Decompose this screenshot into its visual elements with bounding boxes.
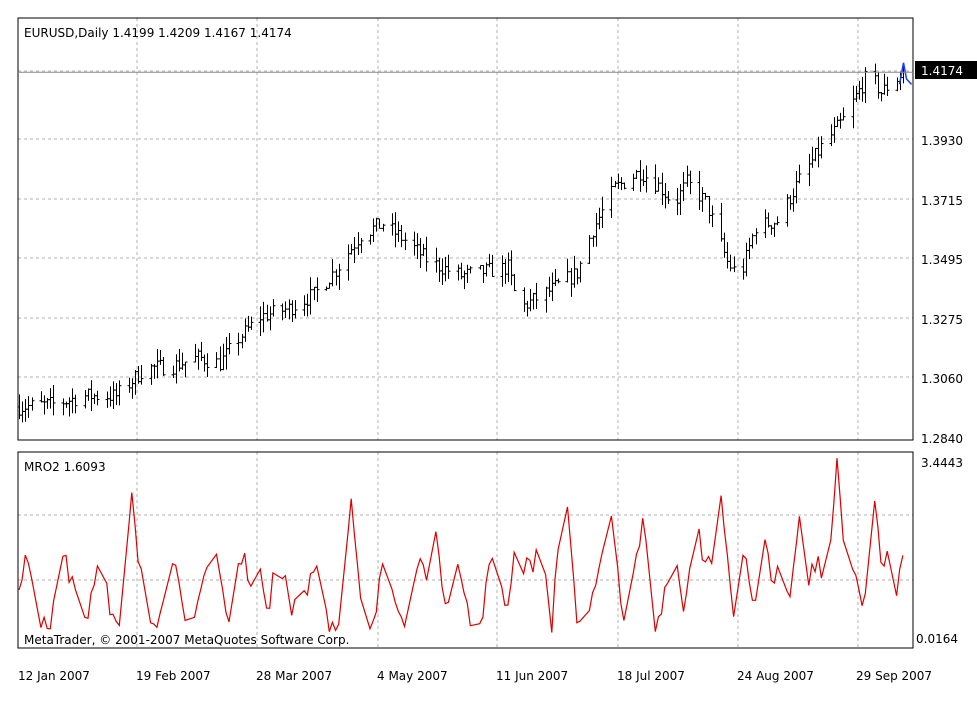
ohlc-bar: [161, 357, 166, 376]
ohlc-bar: [205, 353, 210, 377]
price-bars: [17, 62, 913, 423]
ohlc-bar: [183, 361, 188, 378]
indicator-label: MRO2 1.6093: [24, 460, 106, 474]
time-tick-label: 29 Sep 2007: [856, 669, 932, 683]
ohlc-bar: [95, 390, 100, 406]
price-tick-label: 1.2840: [921, 432, 963, 446]
price-tick-label: 1.3060: [921, 372, 963, 386]
time-tick-label: 4 May 2007: [377, 669, 448, 683]
time-tick-label: 19 Feb 2007: [136, 669, 211, 683]
indicator-series-line: [18, 458, 904, 633]
ohlc-bar: [261, 301, 266, 333]
ohlc-bar: [30, 397, 35, 411]
time-axis: 12 Jan 2007 19 Feb 2007 28 Mar 2007 4 Ma…: [18, 669, 932, 683]
time-tick-label: 11 Jun 2007: [496, 669, 568, 683]
ohlc-bar: [634, 169, 639, 180]
copyright-text: MetaTrader, © 2001-2007 MetaQuotes Softw…: [24, 633, 349, 647]
price-tick-label: 1.3495: [921, 253, 963, 267]
indicator-pane-grid: [17, 452, 913, 648]
ohlc-bar: [754, 228, 759, 245]
ohlc-bar: [117, 380, 122, 406]
ohlc-bar: [512, 273, 517, 292]
price-axis: 1.3930 1.3715 1.3495 1.3275 1.3060 1.284…: [921, 134, 963, 446]
ohlc-bar: [885, 76, 890, 97]
ohlc-bar: [688, 170, 693, 195]
ohlc-bar: [359, 238, 364, 254]
indicator-axis: 3.4443 0.0164: [916, 456, 963, 646]
ohlc-bar: [710, 205, 715, 228]
ohlc-bar: [403, 232, 408, 251]
ohlc-bar: [446, 254, 451, 279]
ohlc-bar: [381, 223, 386, 232]
ohlc-bar: [490, 254, 495, 278]
ohlc-bar: [841, 107, 846, 121]
ohlc-bar: [352, 236, 357, 264]
ohlc-bar: [330, 259, 335, 287]
price-pane-frame: [17, 17, 914, 441]
indicator-tick-label: 0.0164: [916, 632, 958, 646]
ohlc-bar: [534, 282, 539, 310]
time-tick-label: 12 Jan 2007: [18, 669, 90, 683]
indicator-pane-frame: [17, 451, 914, 649]
ohlc-bar: [315, 277, 320, 302]
price-tick-label: 1.3930: [921, 134, 963, 148]
ohlc-bar: [775, 216, 780, 226]
ohlc-bar: [399, 224, 404, 248]
current-price-tag: [915, 61, 977, 79]
ohlc-bar: [587, 235, 592, 264]
ohlc-bar: [214, 352, 219, 368]
current-price-tag-text: 1.4174: [921, 64, 963, 78]
ohlc-bar: [732, 256, 737, 273]
time-tick-label: 18 Jul 2007: [617, 669, 685, 683]
ohlc-bar: [797, 164, 802, 184]
ohlc-bar: [377, 218, 382, 229]
price-tick-label: 1.3715: [921, 194, 963, 208]
ohlc-bar: [283, 301, 288, 319]
ohlc-bar: [227, 332, 232, 355]
time-tick-label: 24 Aug 2007: [737, 669, 814, 683]
ohlc-bar: [337, 263, 342, 290]
price-tick-label: 1.3275: [921, 313, 963, 327]
ohlc-bar: [609, 176, 614, 219]
ohlc-bar: [578, 261, 583, 283]
time-tick-label: 28 Mar 2007: [256, 669, 332, 683]
ohlc-bar: [424, 236, 429, 272]
ohlc-bar: [644, 165, 649, 193]
price-pane-grid: [17, 18, 913, 440]
indicator-line: [18, 458, 904, 633]
ohlc-bar: [73, 394, 78, 414]
ohlc-bar: [600, 196, 605, 228]
ohlc-bar: [468, 266, 473, 274]
ohlc-bar: [666, 190, 671, 205]
ohlc-bar: [26, 396, 31, 418]
ohlc-bar: [703, 192, 708, 200]
last-bar-accent: [898, 62, 913, 85]
ohlc-bar: [293, 300, 298, 319]
ohlc-bar: [565, 258, 570, 283]
ohlc-bar: [249, 316, 254, 330]
ohlc-bar: [139, 364, 144, 385]
indicator-tick-label: 3.4443: [921, 456, 963, 470]
ohlc-bar: [51, 385, 56, 416]
ohlc-bar: [271, 299, 276, 317]
symbol-info: EURUSD,Daily 1.4199 1.4209 1.4167 1.4174: [24, 26, 292, 40]
ohlc-bar: [728, 254, 733, 272]
ohlc-bar: [863, 67, 868, 104]
ohlc-bar: [656, 177, 661, 192]
ohlc-bar: [622, 182, 627, 190]
ohlc-bar: [681, 171, 686, 202]
ohlc-bar: [819, 136, 824, 159]
ohlc-bar: [556, 278, 561, 284]
ohlc-bar: [750, 233, 755, 249]
ohlc-bar: [236, 332, 241, 356]
ohlc-bar: [308, 277, 313, 315]
